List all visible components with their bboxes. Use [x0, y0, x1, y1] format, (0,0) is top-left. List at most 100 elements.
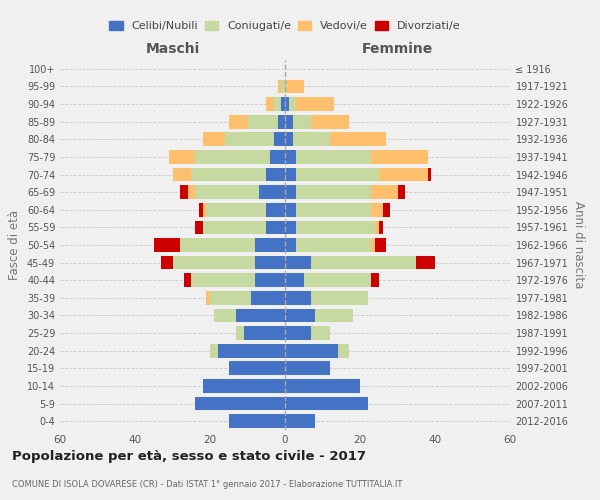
Bar [225, 132, 274, 146]
Bar [173, 256, 255, 270]
Bar [270, 150, 285, 164]
Bar [169, 150, 195, 164]
Bar [330, 132, 386, 146]
Bar [236, 326, 244, 340]
Bar [311, 115, 349, 128]
Bar [195, 150, 270, 164]
Bar [285, 203, 296, 216]
Bar [244, 326, 285, 340]
Bar [173, 168, 191, 181]
Bar [229, 115, 248, 128]
Bar [218, 344, 285, 358]
Bar [311, 326, 330, 340]
Bar [266, 97, 274, 111]
Bar [210, 291, 251, 304]
Bar [255, 256, 285, 270]
Bar [371, 150, 427, 164]
Bar [371, 186, 398, 199]
Text: Femmine: Femmine [362, 42, 433, 56]
Y-axis label: Anni di nascita: Anni di nascita [572, 202, 585, 288]
Bar [371, 238, 375, 252]
Bar [285, 326, 311, 340]
Bar [398, 186, 405, 199]
Legend: Celibi/Nubili, Coniugati/e, Vedovi/e, Divorziati/e: Celibi/Nubili, Coniugati/e, Vedovi/e, Di… [106, 18, 464, 34]
Bar [255, 238, 285, 252]
Bar [285, 132, 293, 146]
Bar [199, 203, 203, 216]
Bar [293, 115, 311, 128]
Bar [296, 203, 371, 216]
Bar [266, 203, 285, 216]
Text: COMUNE DI ISOLA DOVARESE (CR) - Dati ISTAT 1° gennaio 2017 - Elaborazione TUTTIT: COMUNE DI ISOLA DOVARESE (CR) - Dati IST… [12, 480, 403, 489]
Bar [285, 80, 304, 94]
Bar [184, 274, 191, 287]
Bar [285, 168, 296, 181]
Bar [187, 186, 195, 199]
Text: Maschi: Maschi [145, 42, 200, 56]
Bar [203, 203, 206, 216]
Bar [274, 97, 281, 111]
Bar [285, 115, 293, 128]
Bar [206, 203, 266, 216]
Bar [296, 238, 371, 252]
Bar [206, 291, 210, 304]
Bar [266, 220, 285, 234]
Bar [311, 256, 416, 270]
Bar [195, 220, 203, 234]
Bar [375, 238, 386, 252]
Bar [285, 344, 337, 358]
Bar [285, 150, 296, 164]
Bar [285, 308, 315, 322]
Bar [296, 97, 334, 111]
Bar [214, 308, 236, 322]
Bar [274, 132, 285, 146]
Bar [285, 379, 360, 393]
Bar [293, 132, 330, 146]
Bar [259, 186, 285, 199]
Bar [285, 362, 330, 375]
Bar [285, 291, 311, 304]
Bar [285, 414, 315, 428]
Bar [180, 186, 187, 199]
Bar [289, 97, 296, 111]
Bar [281, 80, 285, 94]
Bar [375, 220, 379, 234]
Bar [416, 256, 435, 270]
Bar [277, 80, 281, 94]
Bar [203, 132, 225, 146]
Bar [379, 220, 383, 234]
Bar [296, 168, 379, 181]
Bar [236, 308, 285, 322]
Bar [255, 274, 285, 287]
Bar [285, 396, 367, 410]
Bar [296, 220, 375, 234]
Bar [285, 256, 311, 270]
Bar [296, 186, 371, 199]
Y-axis label: Fasce di età: Fasce di età [8, 210, 21, 280]
Bar [285, 220, 296, 234]
Bar [180, 238, 255, 252]
Bar [281, 97, 285, 111]
Bar [285, 186, 296, 199]
Bar [337, 344, 349, 358]
Text: Popolazione per età, sesso e stato civile - 2017: Popolazione per età, sesso e stato civil… [12, 450, 366, 463]
Bar [195, 396, 285, 410]
Bar [203, 379, 285, 393]
Bar [195, 186, 259, 199]
Bar [154, 238, 180, 252]
Bar [427, 168, 431, 181]
Bar [203, 220, 266, 234]
Bar [296, 150, 371, 164]
Bar [266, 168, 285, 181]
Bar [161, 256, 173, 270]
Bar [277, 115, 285, 128]
Bar [285, 97, 289, 111]
Bar [191, 274, 255, 287]
Bar [285, 274, 304, 287]
Bar [210, 344, 218, 358]
Bar [315, 308, 353, 322]
Bar [229, 414, 285, 428]
Bar [285, 238, 296, 252]
Bar [248, 115, 277, 128]
Bar [191, 168, 266, 181]
